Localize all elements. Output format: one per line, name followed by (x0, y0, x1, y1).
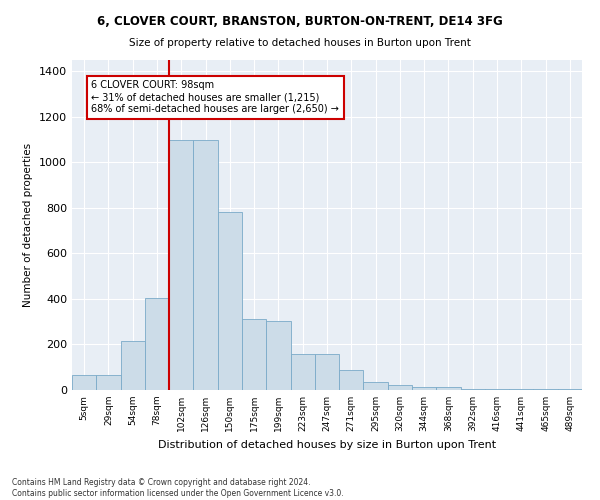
Text: Contains HM Land Registry data © Crown copyright and database right 2024.
Contai: Contains HM Land Registry data © Crown c… (12, 478, 344, 498)
Bar (266, 320, 290, 390)
Y-axis label: Number of detached properties: Number of detached properties (23, 143, 34, 307)
Bar (364, 382, 388, 390)
Bar (72, 375, 96, 390)
Bar (290, 354, 315, 390)
Bar (388, 386, 412, 390)
Text: 6, CLOVER COURT, BRANSTON, BURTON-ON-TRENT, DE14 3FG: 6, CLOVER COURT, BRANSTON, BURTON-ON-TRE… (97, 15, 503, 28)
Bar (509, 389, 533, 390)
Bar (461, 389, 485, 390)
Bar (96, 375, 121, 390)
Text: Size of property relative to detached houses in Burton upon Trent: Size of property relative to detached ho… (129, 38, 471, 48)
Bar (145, 298, 169, 390)
Bar (339, 370, 364, 390)
Text: 6 CLOVER COURT: 98sqm
← 31% of detached houses are smaller (1,215)
68% of semi-d: 6 CLOVER COURT: 98sqm ← 31% of detached … (91, 80, 340, 114)
Bar (218, 212, 242, 390)
Bar (242, 320, 266, 390)
Bar (412, 386, 436, 390)
Bar (121, 341, 145, 390)
Bar (533, 389, 558, 390)
Bar (436, 386, 461, 390)
Bar (193, 140, 218, 390)
Bar (315, 354, 339, 390)
X-axis label: Distribution of detached houses by size in Burton upon Trent: Distribution of detached houses by size … (158, 440, 496, 450)
Bar (169, 140, 193, 390)
Bar (558, 389, 582, 390)
Bar (485, 389, 509, 390)
